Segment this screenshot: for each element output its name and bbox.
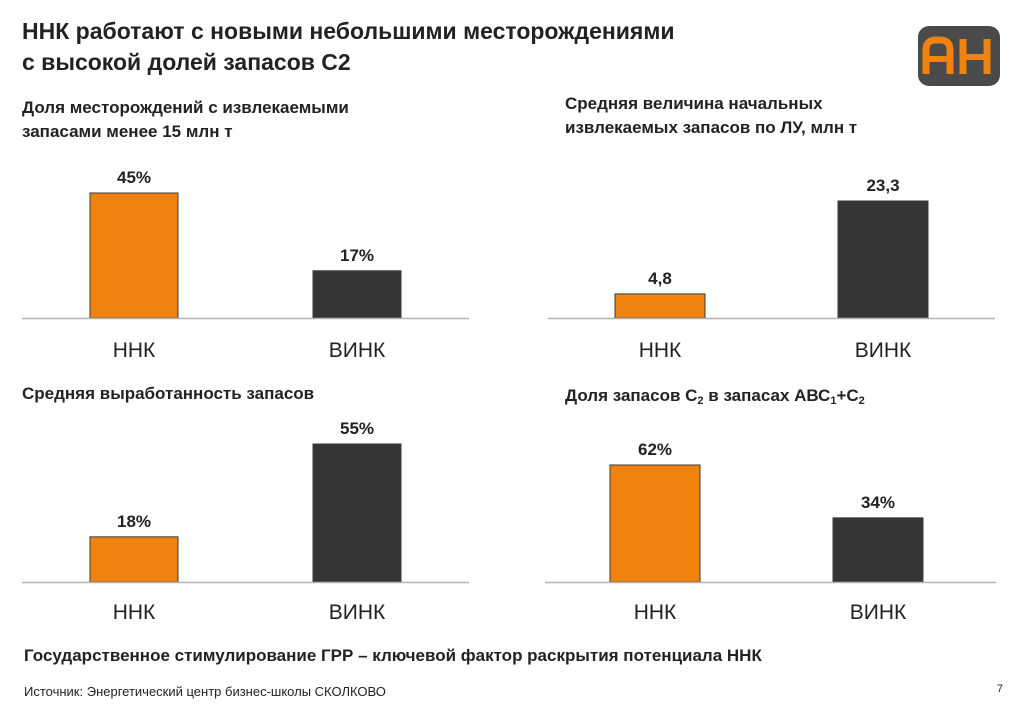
chart-4-title: Доля запасов С2 в запасах АВС1+С2	[565, 384, 865, 408]
slide-title: ННК работают с новыми небольшими месторо…	[22, 16, 842, 78]
chart-4-title-prefix: Доля запасов С	[565, 386, 698, 405]
chart-1-value-label-2: 17%	[340, 246, 374, 265]
chart-1-bar-2	[312, 270, 402, 319]
chart-4-category-label-2: ВИНК	[850, 601, 907, 624]
slide-title-line-2: с высокой долей запасов С2	[22, 49, 351, 75]
page-number: 7	[996, 683, 1003, 695]
chart-4-title-sub-2: 1	[830, 395, 837, 407]
chart-3-value-label-1: 18%	[117, 512, 151, 531]
chart-3-bar-2	[312, 443, 402, 583]
chart-2-title: Средняя величина начальных извлекаемых з…	[565, 92, 857, 140]
chart-3-plot: 18% ННК 55% ВИНК	[22, 419, 469, 624]
logo-mark	[922, 36, 991, 74]
chart-2-category-label-1: ННК	[639, 339, 682, 362]
chart-2-bar-2	[837, 200, 929, 319]
chart-3-category-label-2: ВИНК	[329, 601, 386, 624]
chart-4-category-label-1: ННК	[634, 601, 677, 624]
chart-4-value-label-2: 34%	[861, 493, 895, 512]
chart-1-category-label-2: ВИНК	[329, 339, 386, 362]
chart-panel-1: Доля месторождений с извлекаемыми запаса…	[22, 96, 492, 366]
chart-1-value-label-1: 45%	[117, 168, 151, 187]
chart-2-title-line-1: Средняя величина начальных	[565, 94, 823, 113]
chart-4-title-middle: в запасах АВС	[703, 386, 831, 405]
chart-3-title-line-1: Средняя выработанность запасов	[22, 384, 315, 403]
chart-2-bar-1	[614, 293, 706, 319]
company-logo	[918, 26, 1000, 86]
chart-4-bar-2	[832, 517, 924, 583]
source-note: Источник: Энергетический центр бизнес-шк…	[24, 684, 386, 699]
chart-1-title-line-1: Доля месторождений с извлекаемыми	[22, 98, 349, 117]
chart-3-title: Средняя выработанность запасов	[22, 382, 314, 406]
chart-4-value-label-1: 62%	[638, 440, 672, 459]
chart-3-bar-1	[89, 536, 179, 583]
chart-4-bar-1	[609, 464, 701, 583]
chart-2-value-label-1: 4,8	[648, 269, 672, 288]
chart-panel-4: Доля запасов С2 в запасах АВС1+С2 62% ННК…	[545, 382, 1007, 632]
chart-2-category-label-2: ВИНК	[855, 339, 912, 362]
chart-3-value-label-2: 55%	[340, 419, 374, 438]
chart-1-bar-1	[89, 192, 179, 319]
chart-1-plot: 45% ННК 17% ВИНК	[22, 168, 469, 362]
chart-2-title-line-2: извлекаемых запасов по ЛУ, млн т	[565, 118, 858, 137]
chart-panel-3: Средняя выработанность запасов 18% ННК 55%…	[22, 382, 492, 632]
chart-4-title-sub-3: 2	[858, 395, 865, 407]
slide-title-line-1: ННК работают с новыми небольшими месторо…	[22, 18, 675, 44]
chart-panel-2: Средняя величина начальных извлекаемых з…	[548, 92, 1008, 366]
chart-3-category-label-1: ННК	[113, 601, 156, 624]
chart-1-category-label-1: ННК	[113, 339, 156, 362]
chart-2-plot: 4,8 ННК 23,3 ВИНК	[548, 176, 995, 362]
chart-4-plot: 62% ННК 34% ВИНК	[545, 440, 996, 624]
chart-4-title-sub-1: 2	[697, 395, 704, 407]
chart-1-title-line-2: запасами менее 15 млн т	[22, 122, 233, 141]
chart-2-value-label-2: 23,3	[866, 176, 899, 195]
chart-1-title: Доля месторождений с извлекаемыми запаса…	[22, 96, 349, 144]
chart-4-title-text: Доля запасов С2 в запасах АВС1+С2	[565, 384, 865, 408]
bottom-conclusion: Государственное стимулирование ГРР – клю…	[24, 646, 762, 665]
chart-4-title-middle-2: +С	[836, 386, 859, 405]
